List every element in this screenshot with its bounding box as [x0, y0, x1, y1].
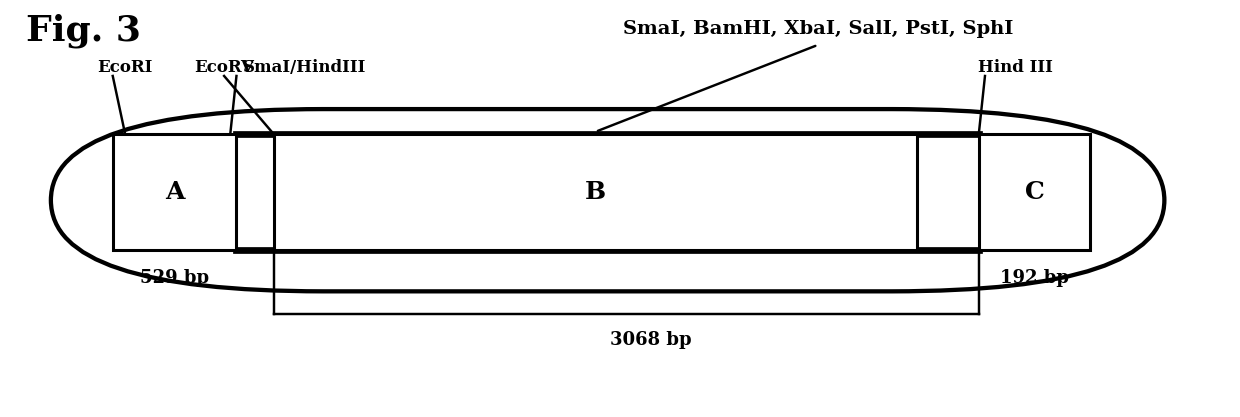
Text: 529 bp: 529 bp — [140, 269, 210, 286]
Bar — [113, 134, 237, 250]
Text: EcoRI: EcoRI — [98, 59, 153, 76]
FancyBboxPatch shape — [51, 109, 1164, 291]
Text: SmaI/HindIII: SmaI/HindIII — [243, 59, 366, 76]
Text: A: A — [165, 180, 185, 204]
Text: EcoRV: EcoRV — [195, 59, 254, 76]
Bar — [978, 134, 1090, 250]
Text: Hind III: Hind III — [978, 59, 1053, 76]
Text: Fig. 3: Fig. 3 — [26, 14, 141, 48]
Text: C: C — [1024, 180, 1044, 204]
Text: 192 bp: 192 bp — [999, 269, 1069, 286]
Text: 3068 bp: 3068 bp — [610, 331, 692, 349]
Text: SmaI, BamHI, XbaI, SalI, PstI, SphI: SmaI, BamHI, XbaI, SalI, PstI, SphI — [622, 20, 1013, 38]
Bar — [274, 134, 916, 250]
Text: B: B — [585, 180, 606, 204]
